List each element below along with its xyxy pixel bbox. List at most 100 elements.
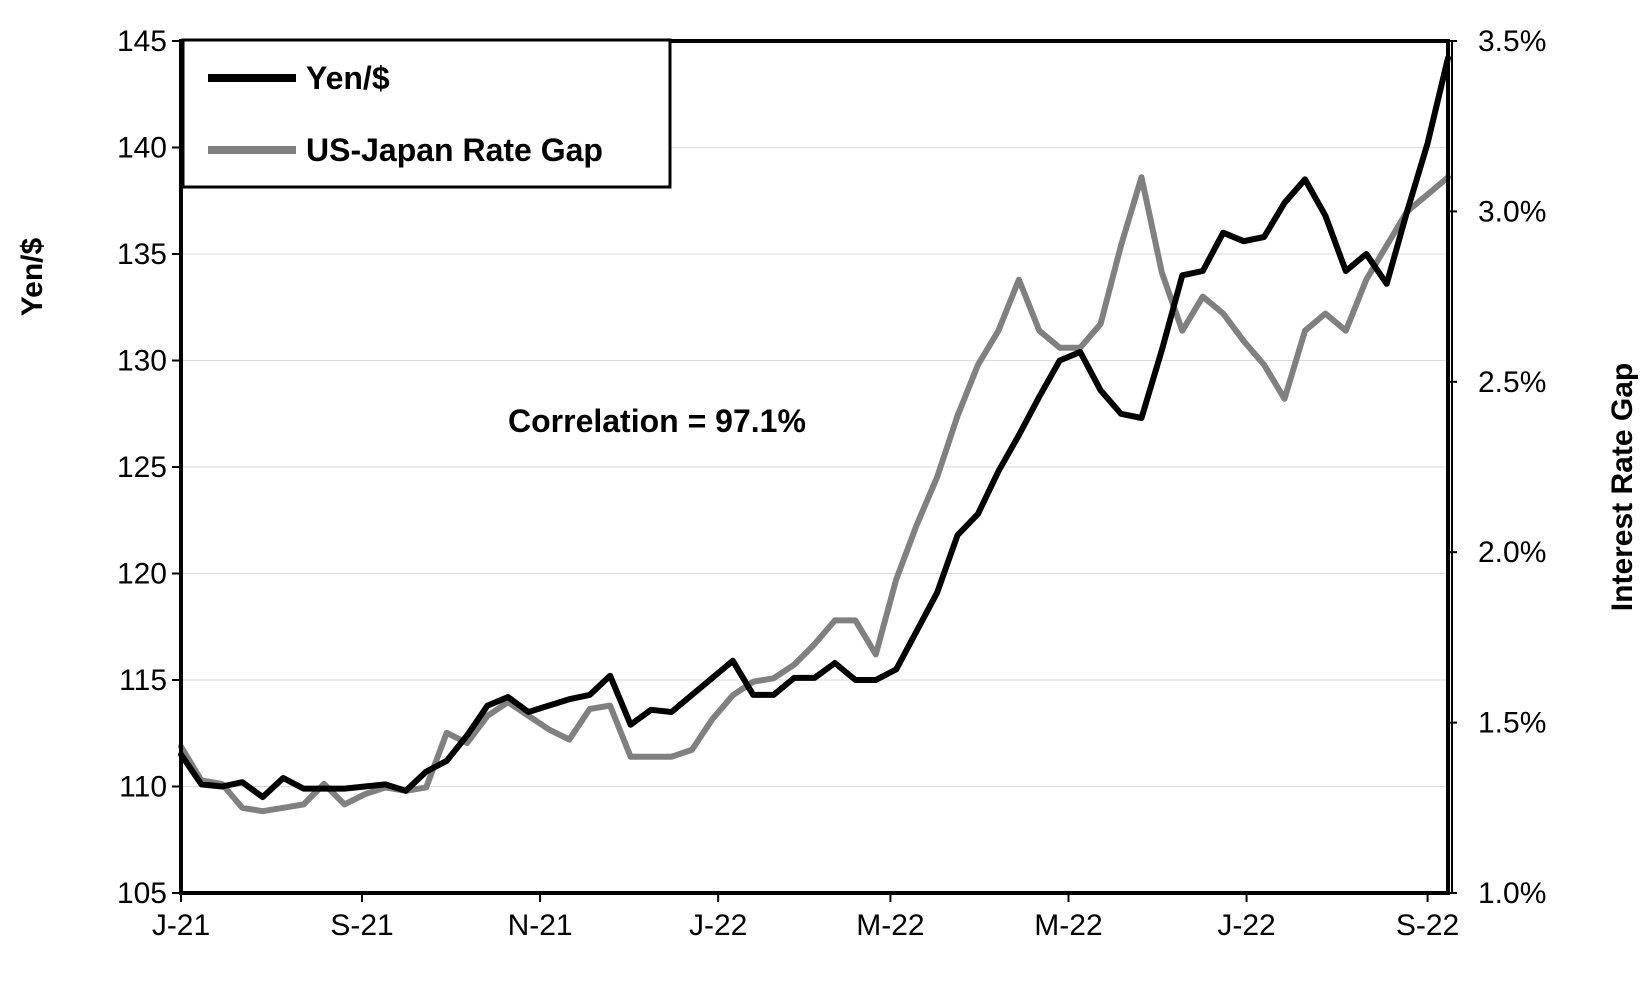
data-point-yen bbox=[567, 697, 572, 702]
data-point-yen bbox=[812, 675, 817, 680]
data-point-rate-gap bbox=[1180, 328, 1185, 333]
data-point-yen bbox=[1343, 269, 1348, 273]
data-point-rate-gap bbox=[1221, 311, 1226, 316]
y-tick-label: 125 bbox=[117, 451, 167, 484]
data-point-yen bbox=[853, 678, 858, 682]
data-point-rate-gap bbox=[1343, 328, 1348, 333]
data-point-rate-gap bbox=[628, 754, 633, 759]
data-point-yen bbox=[1016, 433, 1021, 438]
gridlines bbox=[181, 147, 1448, 787]
x-tick-label: J-22 bbox=[1217, 909, 1275, 942]
y2-tick-label: 3.0% bbox=[1478, 195, 1546, 228]
data-point-rate-gap bbox=[465, 741, 470, 745]
data-point-yen bbox=[424, 769, 429, 774]
data-point-rate-gap bbox=[1425, 192, 1430, 197]
y2-tick-label: 1.0% bbox=[1478, 877, 1546, 910]
data-point-rate-gap bbox=[567, 737, 572, 742]
data-point-rate-gap bbox=[1384, 243, 1389, 248]
y-tick-label: 120 bbox=[117, 558, 167, 591]
data-point-rate-gap bbox=[1016, 277, 1021, 282]
data-point-rate-gap bbox=[587, 707, 592, 711]
data-point-yen bbox=[1057, 358, 1062, 363]
data-point-rate-gap bbox=[1262, 362, 1267, 367]
x-tick-label: J-21 bbox=[152, 909, 210, 942]
data-point-yen bbox=[219, 784, 224, 789]
data-point-yen bbox=[546, 703, 551, 708]
y2-tick-label: 1.5% bbox=[1478, 707, 1546, 740]
data-point-yen bbox=[1159, 347, 1164, 352]
data-point-yen bbox=[751, 692, 756, 697]
y-tick-label: 135 bbox=[117, 238, 167, 271]
data-point-rate-gap bbox=[1057, 345, 1062, 350]
data-point-yen bbox=[281, 776, 286, 780]
data-point-rate-gap bbox=[281, 805, 286, 810]
data-point-yen bbox=[199, 782, 204, 787]
data-point-rate-gap bbox=[1364, 277, 1369, 282]
data-point-yen bbox=[1364, 252, 1369, 256]
data-point-rate-gap bbox=[1323, 311, 1328, 316]
legend-label-yen: Yen/$ bbox=[306, 60, 390, 96]
data-point-rate-gap bbox=[1098, 321, 1103, 326]
data-point-yen bbox=[342, 786, 347, 791]
data-point-yen bbox=[608, 673, 613, 678]
y2-tick-label: 2.5% bbox=[1478, 366, 1546, 399]
data-point-rate-gap bbox=[955, 413, 960, 418]
data-point-rate-gap bbox=[1078, 345, 1083, 350]
data-point-rate-gap bbox=[1139, 175, 1144, 180]
data-point-rate-gap bbox=[424, 785, 429, 790]
data-point-rate-gap bbox=[935, 475, 940, 480]
data-point-yen bbox=[403, 788, 408, 793]
data-point-rate-gap bbox=[976, 362, 980, 367]
data-point-yen bbox=[873, 678, 878, 682]
data-point-yen bbox=[914, 629, 919, 633]
data-point-yen bbox=[1384, 281, 1389, 286]
data-point-rate-gap bbox=[1241, 338, 1246, 343]
data-point-yen bbox=[1139, 416, 1144, 420]
legend-box bbox=[181, 38, 672, 189]
series-line-rate-gap bbox=[178, 174, 1451, 815]
data-point-yen bbox=[710, 675, 715, 680]
y-axis-title: Yen/$ bbox=[16, 237, 49, 316]
data-point-rate-gap bbox=[751, 679, 756, 684]
x-tick-label: M-22 bbox=[856, 909, 924, 942]
data-point-rate-gap bbox=[444, 730, 449, 735]
data-point-yen bbox=[1425, 141, 1430, 146]
series-layer bbox=[178, 55, 1451, 815]
data-point-yen bbox=[976, 511, 980, 516]
data-point-yen bbox=[955, 533, 960, 538]
data-point-yen bbox=[1405, 209, 1410, 214]
data-point-rate-gap bbox=[240, 805, 245, 810]
data-point-rate-gap bbox=[1119, 243, 1123, 248]
data-point-yen bbox=[383, 782, 388, 787]
data-point-yen bbox=[587, 692, 592, 697]
y2-axis-title: Interest Rate Gap bbox=[1606, 363, 1639, 611]
y-tick-label: 130 bbox=[117, 345, 167, 378]
data-point-yen bbox=[260, 795, 265, 800]
data-point-yen bbox=[1098, 388, 1103, 393]
data-point-rate-gap bbox=[710, 717, 715, 722]
data-point-rate-gap bbox=[1303, 328, 1307, 333]
data-point-rate-gap bbox=[689, 747, 694, 752]
data-point-rate-gap bbox=[322, 781, 326, 786]
data-point-yen bbox=[1180, 273, 1185, 278]
data-point-yen bbox=[1262, 235, 1267, 239]
data-point-yen bbox=[526, 710, 531, 714]
y-tick-label: 115 bbox=[119, 664, 167, 697]
data-point-yen bbox=[689, 692, 694, 697]
data-point-yen bbox=[792, 675, 797, 680]
data-point-rate-gap bbox=[260, 809, 265, 814]
data-point-yen bbox=[444, 758, 449, 763]
x-tick-label: M-22 bbox=[1034, 909, 1102, 942]
data-point-yen bbox=[1303, 177, 1307, 182]
data-point-yen bbox=[1200, 269, 1205, 273]
data-point-yen bbox=[240, 780, 245, 785]
data-point-rate-gap bbox=[792, 662, 797, 667]
data-point-rate-gap bbox=[873, 652, 878, 657]
data-point-yen bbox=[1119, 411, 1123, 416]
legend-label-rate-gap: US-Japan Rate Gap bbox=[306, 132, 603, 168]
data-point-yen bbox=[1241, 239, 1246, 244]
data-point-rate-gap bbox=[669, 754, 674, 759]
data-point-yen bbox=[935, 590, 940, 595]
data-point-rate-gap bbox=[546, 727, 551, 732]
data-point-yen bbox=[506, 695, 510, 699]
